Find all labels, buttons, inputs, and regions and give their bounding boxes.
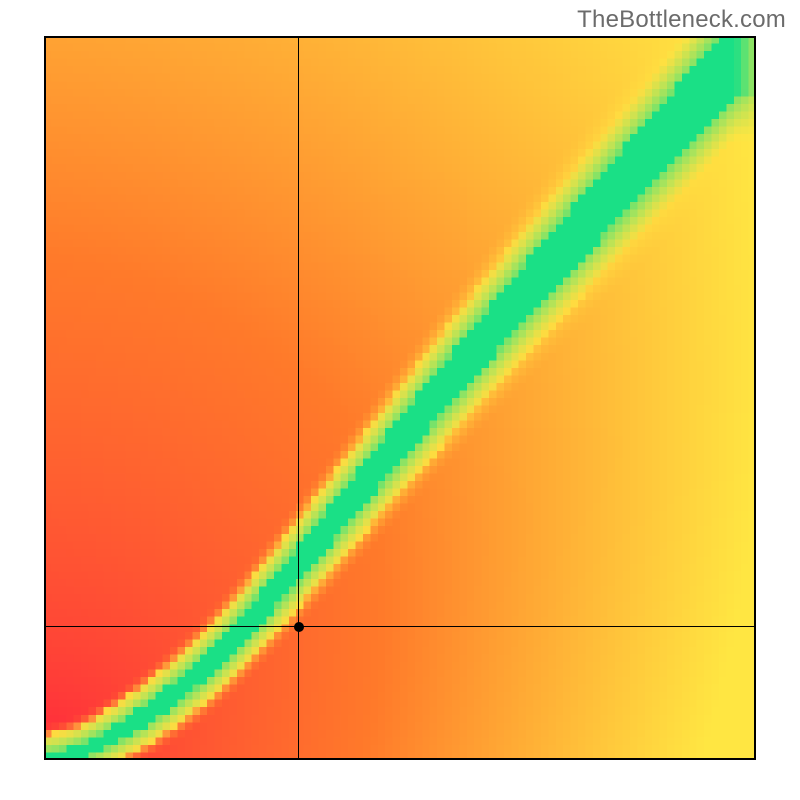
crosshair-vertical bbox=[298, 36, 299, 760]
crosshair-marker bbox=[294, 622, 304, 632]
heatmap-canvas bbox=[44, 36, 756, 760]
watermark-text: TheBottleneck.com bbox=[577, 6, 786, 34]
crosshair-horizontal bbox=[44, 626, 756, 627]
bottleneck-heatmap bbox=[44, 36, 756, 760]
chart-container: { "watermark": { "text": "TheBottleneck.… bbox=[0, 0, 800, 800]
